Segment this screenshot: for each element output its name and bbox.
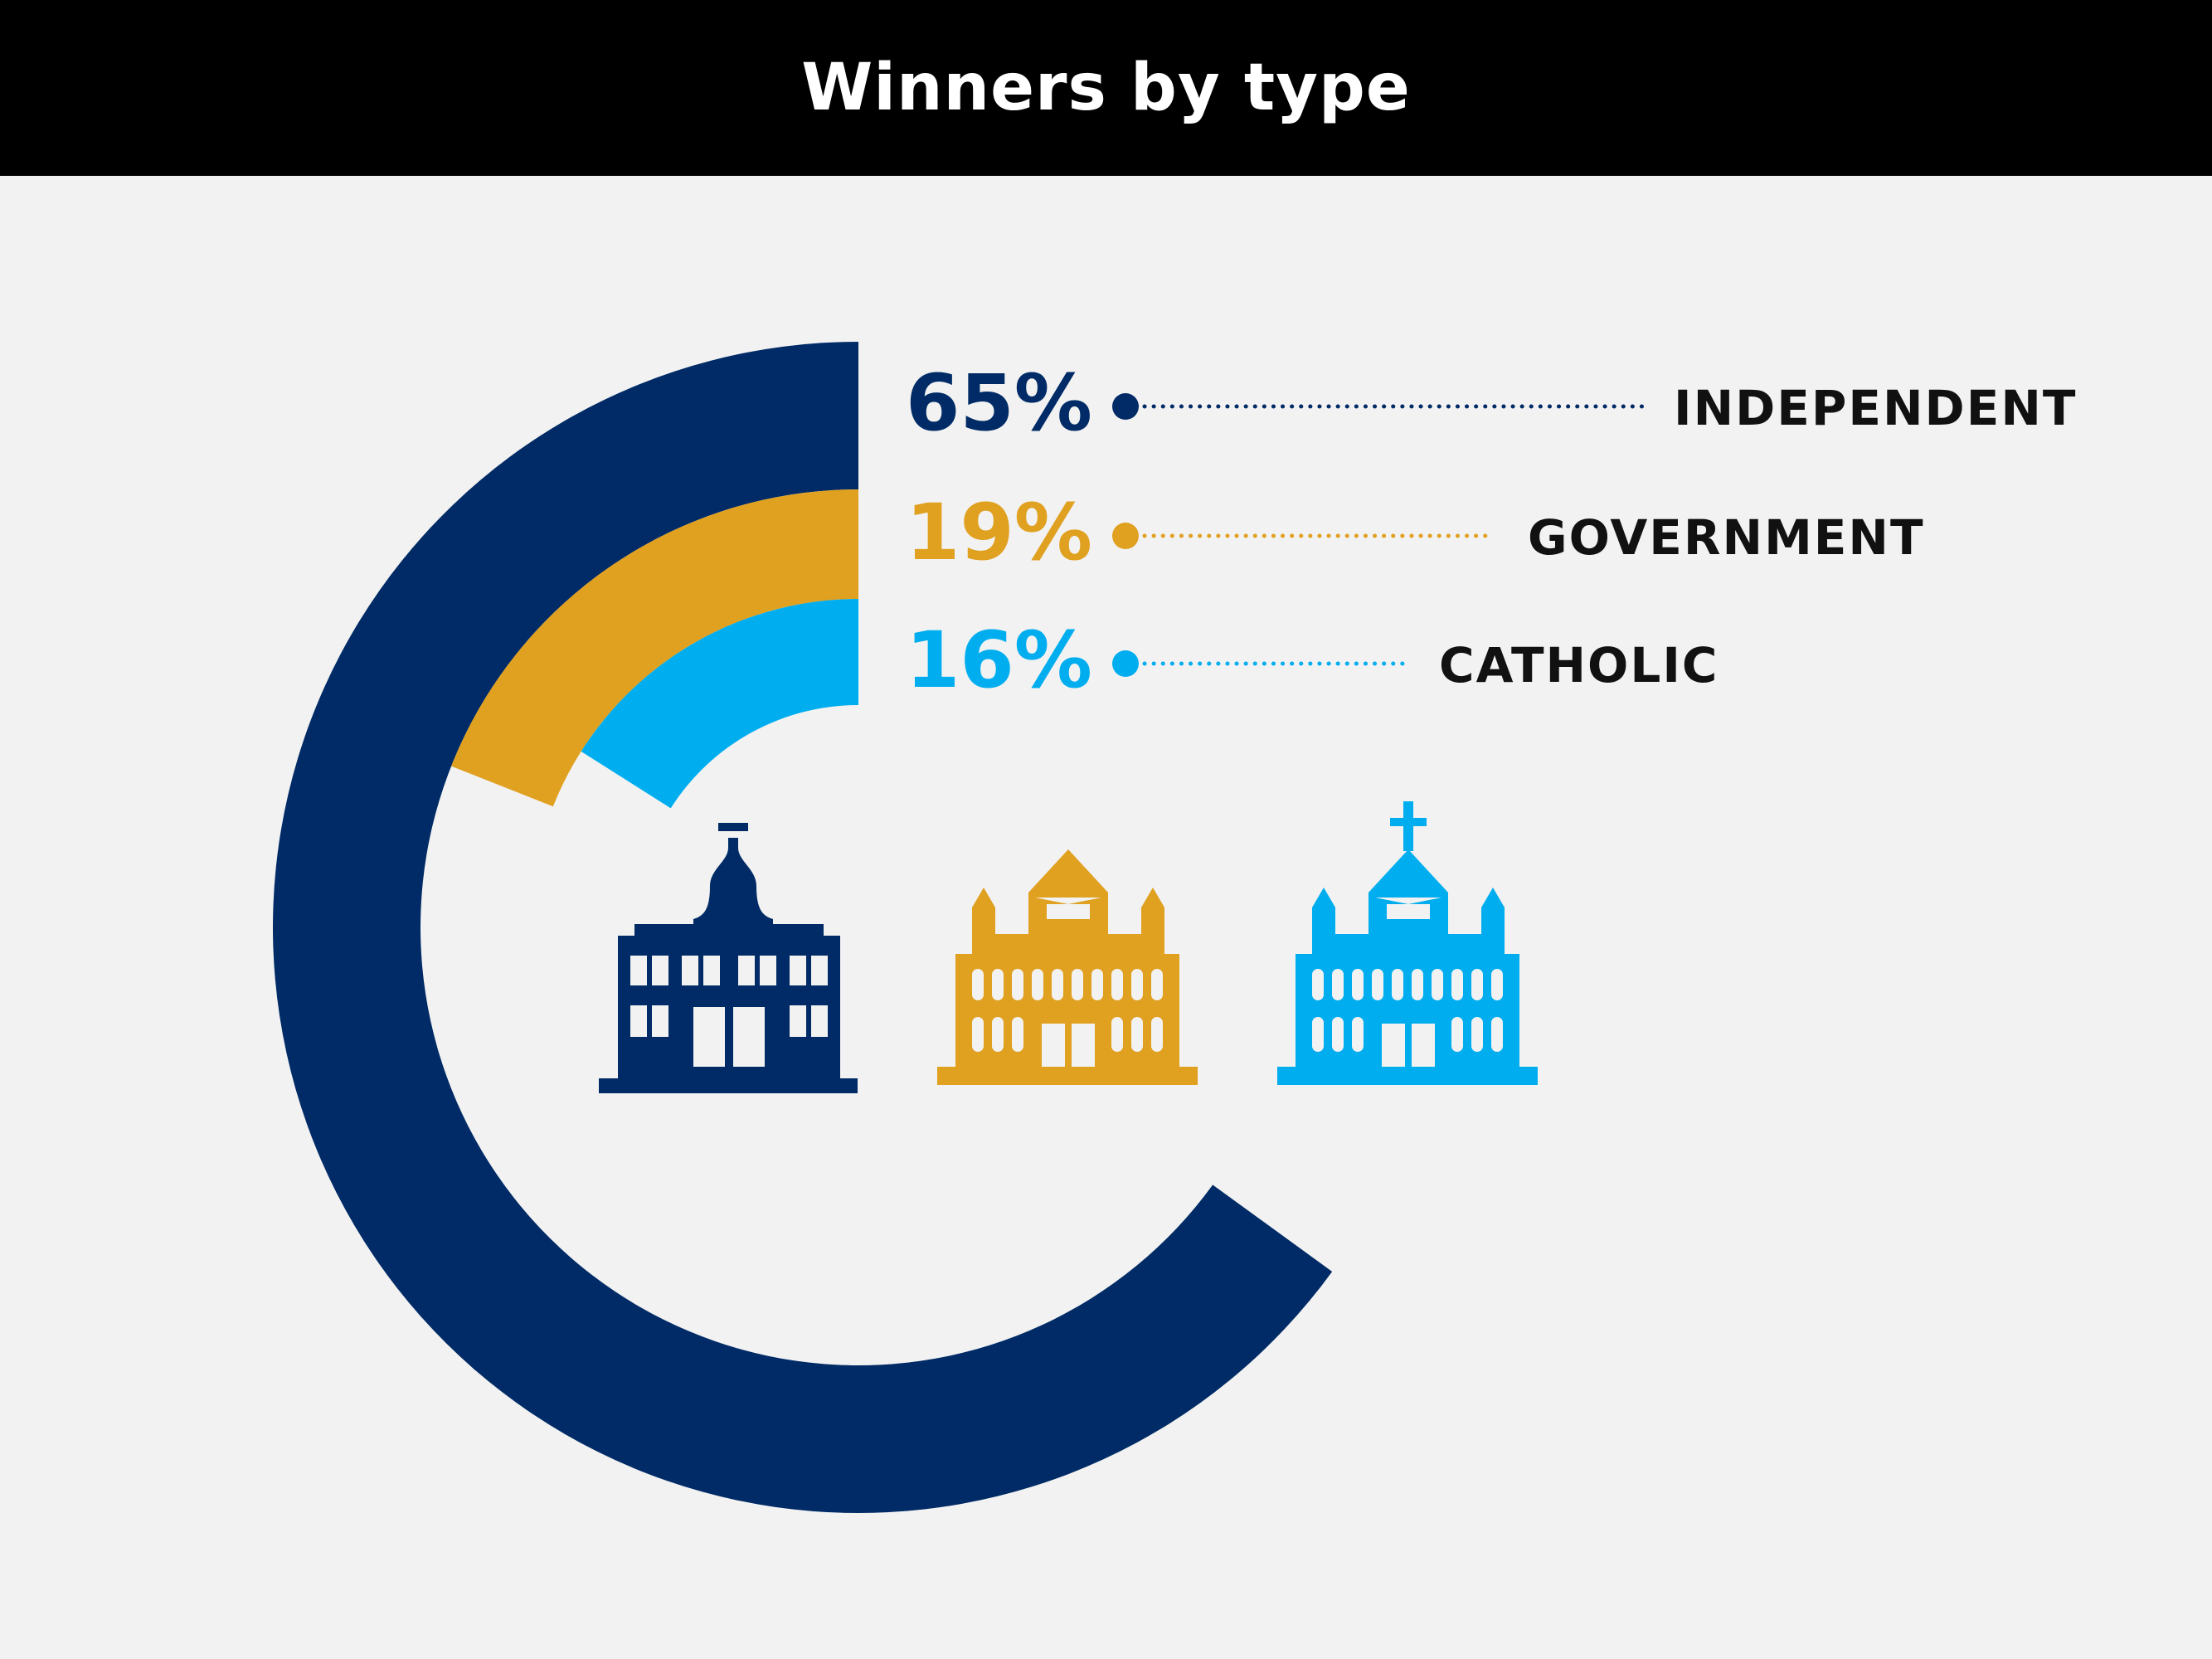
independent-leader-dot [1112,393,1139,420]
school-bell-building-icon [599,823,858,1093]
government-ring-bar [451,489,858,807]
government-category-label: GOVERNMENT [1528,509,1925,566]
catholic-ring-bar [581,599,858,809]
government-leader-dot [1112,523,1139,549]
independent-category-label: INDEPENDENT [1674,380,2077,436]
ring-group [273,342,1333,1514]
legend-group: 65% INDEPENDENT 19% GOVERNMENT 16% CATHOLIC [906,358,2077,706]
title-bar: Winners by type [0,0,2212,176]
government-percent-label: 19% [906,488,1092,578]
independent-percent-label: 65% [906,358,1092,449]
catholic-percent-label: 16% [906,615,1092,706]
catholic-leader-dot [1112,650,1139,677]
school-graduation-cap-building-icon [937,849,1198,1085]
chart-title: Winners by type [801,51,1411,125]
catholic-category-label: CATHOLIC [1439,637,1719,693]
school-church-cross-building-icon [1277,801,1538,1085]
